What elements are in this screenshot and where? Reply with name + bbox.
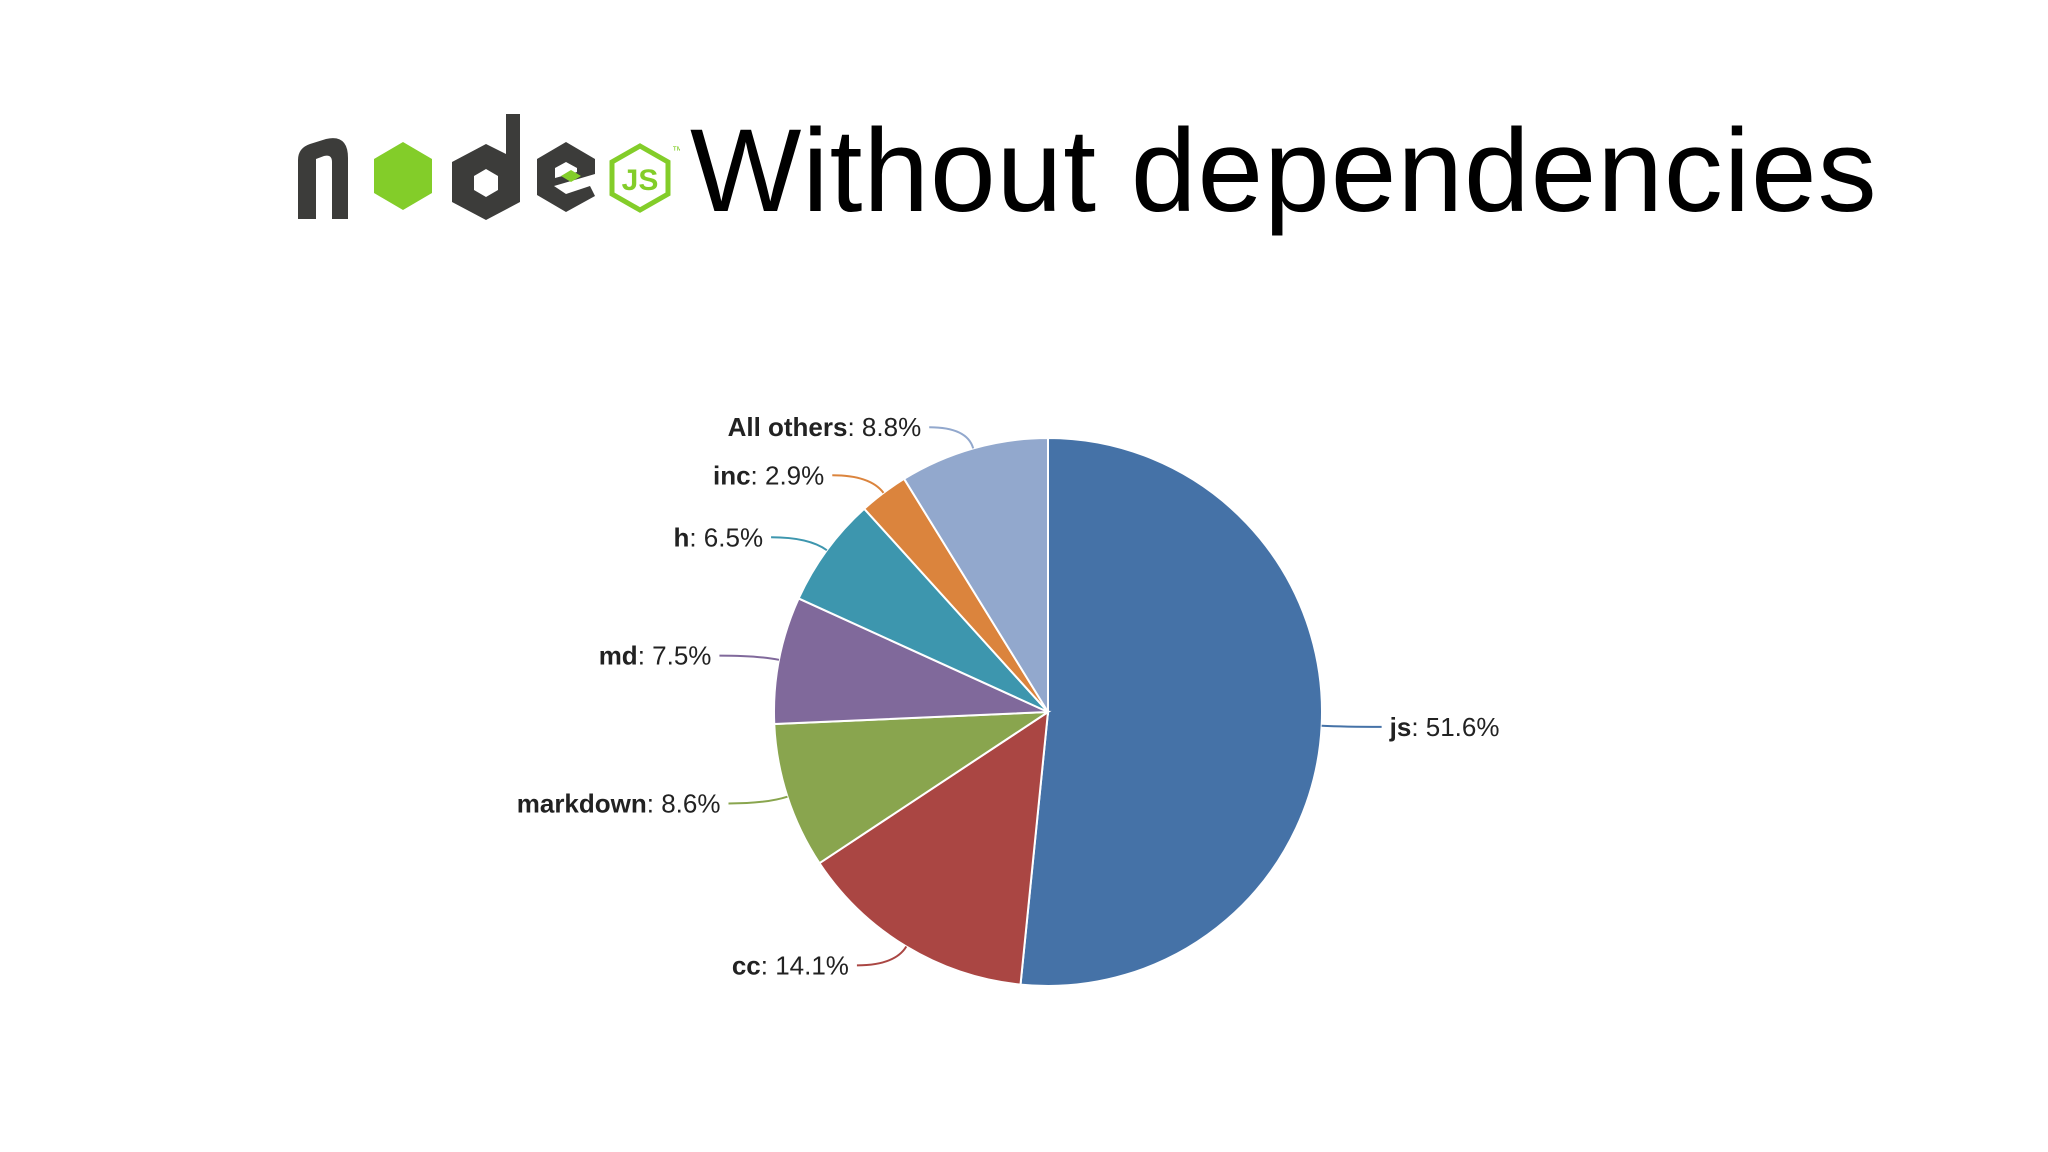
pie-slice-all-others xyxy=(902,436,1049,716)
pie-label-markdown: markdown: 8.6% xyxy=(517,788,721,818)
pie-labels: js: 51.6% cc: 14.1% markdown: 8.6% md: 7.5%… xyxy=(517,412,1500,980)
pie-slice-md xyxy=(773,597,1049,726)
pie-label-js: js: 51.6% xyxy=(1389,712,1500,742)
connector-js xyxy=(1321,724,1382,728)
pie-label-value: : 8.8% xyxy=(847,412,921,442)
pie-slices xyxy=(773,436,1323,987)
pie-chart: js: 51.6% cc: 14.1% markdown: 8.6% md: 7.5%… xyxy=(0,300,2048,1152)
pie-label-cc: cc: 14.1% xyxy=(732,950,849,980)
pie-label-h: h: 6.5% xyxy=(673,522,763,552)
pie-label-name: md xyxy=(599,641,638,671)
pie-label-value: : 51.6% xyxy=(1411,712,1499,742)
pie-label-connectors xyxy=(719,426,1382,967)
connector-md xyxy=(719,654,780,661)
logo-trademark: ™ xyxy=(672,145,680,157)
pie-chart-svg: js: 51.6% cc: 14.1% markdown: 8.6% md: 7.5%… xyxy=(517,412,1500,987)
pie-label-name: cc xyxy=(732,950,761,980)
nodejs-logo: JS ™ xyxy=(298,114,680,220)
connector-h xyxy=(771,536,828,552)
logo-js-badge: JS ™ xyxy=(609,143,680,213)
logo-js-text: JS xyxy=(622,164,659,197)
connector-cc xyxy=(856,945,908,967)
pie-label-value: : 2.9% xyxy=(751,460,825,490)
pie-label-name: All others xyxy=(728,412,848,442)
pie-label-inc: inc: 2.9% xyxy=(713,460,824,490)
slide-header: JS ™ Without dependencies xyxy=(0,96,2048,246)
logo-letter-n xyxy=(298,138,348,219)
logo-hexagon-o xyxy=(374,142,432,210)
pie-label-md: md: 7.5% xyxy=(599,641,712,671)
pie-label-name: inc xyxy=(713,460,751,490)
logo-letter-d xyxy=(452,114,520,220)
connector-inc xyxy=(832,474,885,494)
pie-label-name: js xyxy=(1389,712,1412,742)
connector-all-others xyxy=(929,426,975,449)
pie-label-value: : 7.5% xyxy=(638,641,712,671)
pie-label-value: : 8.6% xyxy=(647,788,721,818)
pie-label-name: markdown xyxy=(517,788,647,818)
pie-label-name: h xyxy=(673,522,689,552)
pie-slice-js xyxy=(1019,436,1323,987)
pie-slice-h xyxy=(797,507,1049,713)
pie-label-value: : 6.5% xyxy=(689,522,763,552)
pie-label-all-others: All others: 8.8% xyxy=(728,412,922,442)
logo-letter-e xyxy=(537,142,595,212)
pie-slice-markdown xyxy=(773,710,1052,865)
slide-title: Without dependencies xyxy=(690,105,1878,237)
connector-markdown xyxy=(728,795,788,805)
pie-label-value: : 14.1% xyxy=(761,950,849,980)
